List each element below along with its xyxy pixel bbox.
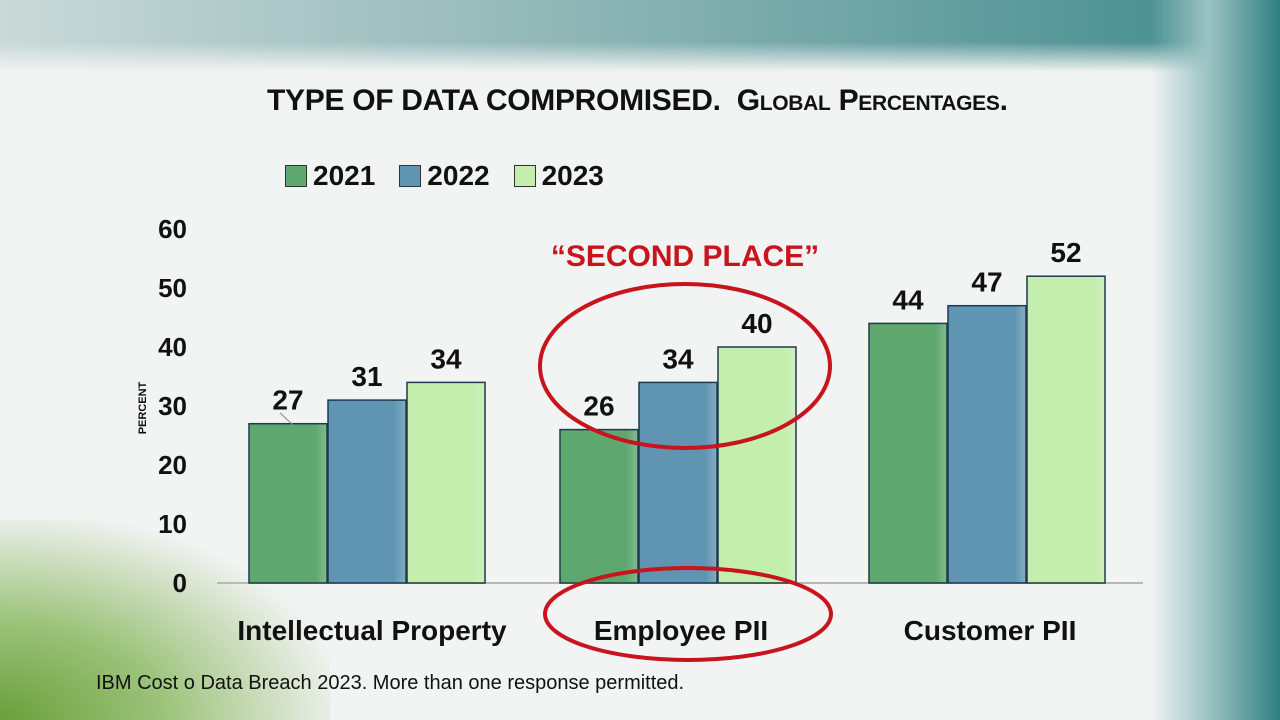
chart-title-main: TYPE OF DATA COMPROMISED. — [267, 84, 721, 117]
bar-2023-1 — [717, 346, 797, 584]
annotation-text: “SECOND PLACE” — [551, 240, 819, 273]
data-label: 52 — [1050, 237, 1081, 268]
background-top-band — [0, 0, 1280, 72]
data-label: 34 — [430, 343, 462, 374]
bar-2023-0 — [406, 381, 486, 584]
bar-2021-1 — [559, 428, 639, 584]
chart-title: TYPE OF DATA COMPROMISED. Global Percent… — [267, 84, 1008, 118]
y-tick-label: 30 — [158, 391, 187, 421]
annotation-ellipse-bars — [538, 282, 832, 450]
legend-label-2023: 2023 — [541, 160, 604, 191]
bar-2021-0 — [248, 422, 328, 584]
legend-swatch-2023 — [513, 165, 536, 187]
y-tick-label: 20 — [158, 450, 187, 480]
label-leader-line — [279, 412, 294, 426]
y-tick-label: 0 — [173, 568, 187, 598]
data-label: 31 — [351, 361, 382, 392]
legend-swatch-2021 — [285, 165, 307, 187]
data-label: 47 — [971, 267, 1002, 298]
data-label: 44 — [892, 284, 924, 315]
legend-item-2022: 2022 — [399, 160, 490, 192]
y-tick-label: 50 — [158, 273, 187, 303]
y-tick-label: 40 — [158, 332, 187, 362]
bar-2023-2 — [1026, 275, 1106, 584]
bar-2022-0 — [327, 399, 407, 584]
x-tick-label: Employee PII — [594, 615, 768, 646]
data-label: 27 — [272, 385, 303, 416]
legend-item-2021: 2021 — [285, 160, 375, 192]
bar-2022-2 — [947, 304, 1027, 584]
chart-title-sub: Global Percentages. — [736, 84, 1008, 117]
x-tick-label: Intellectual Property — [237, 615, 507, 646]
y-tick-label: 60 — [158, 214, 187, 244]
legend-swatch-2022 — [399, 165, 422, 187]
data-label: 40 — [741, 308, 772, 339]
data-label: 26 — [583, 391, 614, 422]
legend: 2021 2022 2023 — [285, 160, 604, 192]
y-axis-label: PERCENT — [137, 381, 149, 434]
x-tick-label: Customer PII — [904, 615, 1077, 646]
footnote: IBM Cost o Data Breach 2023. More than o… — [96, 672, 685, 694]
legend-label-2022: 2022 — [427, 160, 490, 191]
y-tick-label: 10 — [158, 509, 187, 539]
background-right-band — [1150, 0, 1280, 720]
legend-item-2023: 2023 — [513, 160, 604, 192]
data-label: 34 — [662, 343, 694, 374]
legend-label-2021: 2021 — [313, 160, 376, 191]
bar-2021-2 — [868, 322, 948, 584]
bar-2022-1 — [638, 381, 718, 584]
annotation-ellipse-label — [543, 566, 833, 662]
